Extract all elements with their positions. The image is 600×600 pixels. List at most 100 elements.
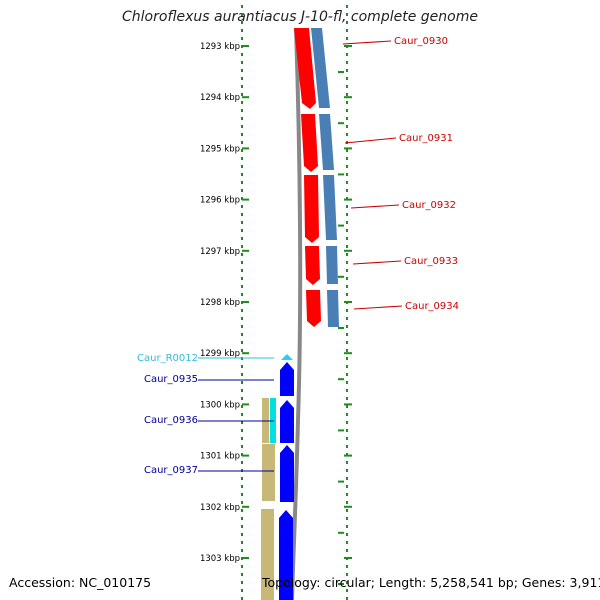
scale-minor-tick xyxy=(338,275,344,278)
ruler-dot xyxy=(346,365,348,368)
ruler-dot xyxy=(346,565,348,568)
scale-tick-mark xyxy=(242,96,249,99)
scale-tick-label: 1296 kbp xyxy=(200,196,240,206)
ruler-dot xyxy=(241,165,243,168)
ruler-dot xyxy=(241,509,243,512)
feature-caur-0934[interactable] xyxy=(306,290,321,327)
ruler-dot xyxy=(346,493,348,496)
ruler-dot xyxy=(346,389,348,392)
khaki-feature-2 xyxy=(262,444,275,501)
scale-tick-mark xyxy=(344,301,352,303)
ruler-dot xyxy=(241,309,243,312)
ruler-dot xyxy=(346,453,348,456)
ruler-dot xyxy=(346,349,348,352)
ruler-dot xyxy=(346,317,348,320)
ruler-dot xyxy=(241,133,243,136)
scale-tick-label: 1298 kbp xyxy=(200,298,240,308)
ruler-dot xyxy=(241,141,243,144)
feature-shadow-0932 xyxy=(323,175,337,240)
scale-tick-mark xyxy=(344,147,352,150)
ruler-dot xyxy=(241,477,243,480)
gene-label-connector xyxy=(342,40,392,45)
genome-backbone xyxy=(290,27,303,600)
feature-caur-0936[interactable] xyxy=(280,400,294,443)
ruler-dot xyxy=(241,525,243,528)
ruler-dot xyxy=(346,269,348,272)
feature-shadow-0933 xyxy=(326,246,338,284)
ruler-dot xyxy=(241,21,243,24)
gene-label-connector xyxy=(344,137,397,144)
feature-caur-0931[interactable] xyxy=(301,114,318,172)
gene-label-caur-0937[interactable]: Caur_0937 xyxy=(144,465,198,476)
scale-tick-label: 1295 kbp xyxy=(200,144,240,154)
ruler-dot xyxy=(346,445,348,448)
scale-ticks: 1293 kbp 1294 kbp 1295 kbp 1296 kbp 1297 kbp… xyxy=(200,42,352,585)
ruler-dot xyxy=(346,189,348,192)
khaki-feature-3 xyxy=(261,509,274,600)
ruler-dot xyxy=(346,69,348,72)
feature-caur-0937[interactable] xyxy=(280,445,294,502)
scale-tick-label: 1300 kbp xyxy=(200,400,240,410)
ruler-dot xyxy=(346,581,348,584)
scale-tick-mark xyxy=(344,454,352,457)
ruler-dot xyxy=(346,117,348,120)
ruler-dot xyxy=(241,501,243,504)
scale-tick-mark xyxy=(242,352,249,355)
ruler-dot xyxy=(241,365,243,368)
ruler-dot xyxy=(241,405,243,408)
ruler-dot xyxy=(241,197,243,200)
ruler-dot xyxy=(241,381,243,384)
feature-caur-r0012[interactable] xyxy=(281,354,293,360)
ruler-dot xyxy=(346,397,348,400)
scale-minor-tick xyxy=(338,122,344,125)
ruler-dot xyxy=(241,445,243,448)
feature-caur-0935[interactable] xyxy=(280,362,294,396)
gene-label-caur-0932[interactable]: Caur_0932 xyxy=(402,200,456,211)
scale-tick-mark xyxy=(242,301,249,303)
ruler-dot xyxy=(346,285,348,288)
ruler-dot xyxy=(346,173,348,176)
ruler-right xyxy=(346,5,348,600)
ruler-dot xyxy=(346,541,348,544)
ruler-dot xyxy=(241,77,243,80)
ruler-dot xyxy=(346,53,348,56)
ruler-dot xyxy=(346,133,348,136)
feature-caur-0930[interactable] xyxy=(294,28,316,109)
gene-label-caur-0936[interactable]: Caur_0936 xyxy=(144,415,198,426)
ruler-dot xyxy=(346,93,348,96)
gene-label-caur-r0012[interactable]: Caur_R0012 xyxy=(137,353,198,364)
ruler-dot xyxy=(346,77,348,80)
scale-tick-label: 1299 kbp xyxy=(200,349,240,359)
ruler-dot xyxy=(346,205,348,208)
gene-label-caur-0931[interactable]: Caur_0931 xyxy=(399,133,453,144)
ruler-left xyxy=(241,5,243,600)
gene-label-caur-0934[interactable]: Caur_0934 xyxy=(405,301,459,312)
feature-shadow-0930 xyxy=(311,28,330,108)
ruler-dot xyxy=(346,165,348,168)
ruler-dot xyxy=(346,21,348,24)
ruler-dot xyxy=(241,37,243,40)
scale-tick-label: 1303 kbp xyxy=(200,554,240,564)
ruler-dot xyxy=(241,565,243,568)
gene-label-caur-0930[interactable]: Caur_0930 xyxy=(394,36,448,47)
ruler-dot xyxy=(346,181,348,184)
ruler-dot xyxy=(346,333,348,336)
gene-label-caur-0933[interactable]: Caur_0933 xyxy=(404,256,458,267)
inner-feature-track xyxy=(261,398,276,600)
ruler-dot xyxy=(346,157,348,160)
ruler-dot xyxy=(241,173,243,176)
ruler-dot xyxy=(241,213,243,216)
scale-tick-mark xyxy=(242,403,249,406)
scale-tick-mark xyxy=(242,249,249,252)
scale-tick-mark xyxy=(242,45,249,47)
scale-minor-tick xyxy=(338,224,344,227)
scale-tick-mark xyxy=(344,505,352,508)
feature-reverse-next[interactable] xyxy=(279,510,293,600)
feature-caur-0932[interactable] xyxy=(304,175,319,243)
feature-caur-0933[interactable] xyxy=(305,246,320,285)
ruler-dot xyxy=(346,37,348,40)
ruler-dot xyxy=(241,541,243,544)
gene-label-caur-0935[interactable]: Caur_0935 xyxy=(144,374,198,385)
scale-tick-mark xyxy=(242,505,249,508)
